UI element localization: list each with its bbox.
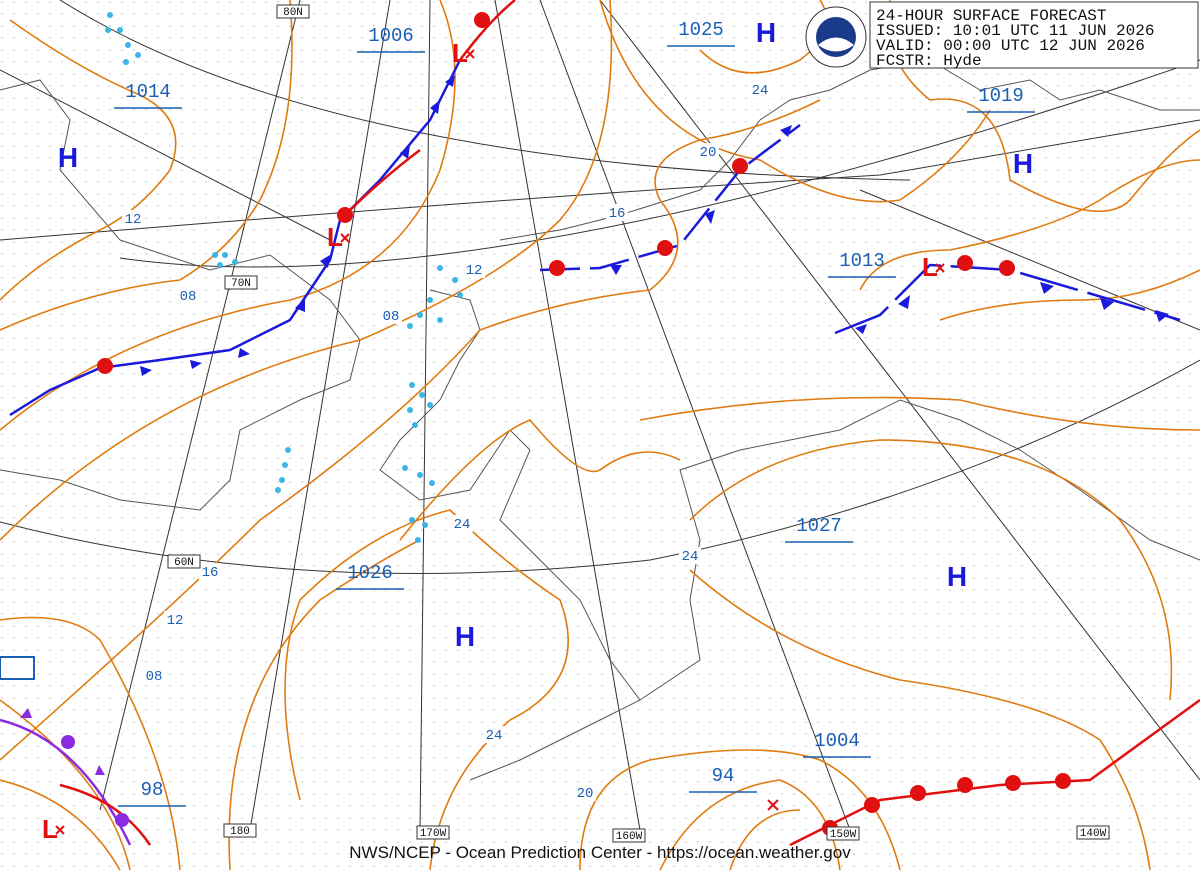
pressure-label: 1006 xyxy=(368,25,414,47)
low-center: L xyxy=(922,252,938,282)
pressure-label: 1019 xyxy=(978,85,1024,107)
low-center: L xyxy=(327,222,343,252)
header-line: 24-HOUR SURFACE FORECAST xyxy=(876,7,1106,25)
grid-label: 160W xyxy=(616,831,643,843)
low-center: L xyxy=(42,814,58,844)
header-line: FCSTR: Hyde xyxy=(876,52,982,70)
pressure-label: 1026 xyxy=(347,562,393,584)
precip-dots xyxy=(105,12,463,543)
isobar-label-bg xyxy=(606,204,628,221)
grid-label: 80N xyxy=(283,7,303,19)
grid-label: 60N xyxy=(174,557,194,569)
isobar-label-bg xyxy=(574,784,596,801)
grid-label-bg xyxy=(223,823,257,838)
isobar-label: 08 xyxy=(383,309,400,325)
low-cross xyxy=(935,263,945,273)
high-center: H xyxy=(58,142,78,173)
high-center: H xyxy=(455,621,475,652)
isobar-label-bg xyxy=(143,667,165,684)
grid-label-bg xyxy=(224,275,258,290)
footer: NWS/NCEP - Ocean Prediction Center - htt… xyxy=(349,843,851,862)
isobar-label-bg xyxy=(697,143,719,160)
pressure-label: 1025 xyxy=(678,19,724,41)
grid-label: 140W xyxy=(1080,828,1107,840)
grid-label: 70N xyxy=(231,278,251,290)
pressure-label: 1027 xyxy=(796,515,842,537)
isobar-label: 08 xyxy=(180,289,197,305)
low-cross xyxy=(55,825,65,835)
isobar-label: 16 xyxy=(609,206,626,222)
low-cross xyxy=(465,49,475,59)
isobar-label-bg xyxy=(199,563,221,580)
grid-label: 180 xyxy=(230,826,250,838)
grid-label-bg xyxy=(167,554,201,569)
grid-label-bg xyxy=(612,828,646,843)
isobar-label: 12 xyxy=(125,212,142,228)
label-box xyxy=(0,656,35,680)
isobar-label-bg xyxy=(483,726,505,743)
isobar-label: 24 xyxy=(682,549,699,565)
isobar-label-bg xyxy=(164,611,186,628)
isobar-label-bg xyxy=(451,515,473,532)
isobar-label-bg xyxy=(749,81,771,98)
header-line: ISSUED: 10:01 UTC 11 JUN 2026 xyxy=(876,22,1154,40)
grid-label-bg xyxy=(826,826,860,841)
grid-label-bg xyxy=(1076,825,1110,840)
isobar-label: 12 xyxy=(466,263,483,279)
isobar-label: 24 xyxy=(486,728,503,744)
grid-label: 150W xyxy=(830,829,857,841)
isobar-label: 24 xyxy=(454,517,471,533)
isobar-label: 12 xyxy=(167,613,184,629)
pressure-label: 94 xyxy=(712,765,735,787)
grid-label-bg xyxy=(416,825,450,840)
isobar-label: 20 xyxy=(700,145,717,161)
high-center: H xyxy=(1013,148,1033,179)
isobar-label-bg xyxy=(177,287,199,304)
isobar-label-bg xyxy=(463,261,485,278)
low-cross xyxy=(340,233,350,243)
grid-label-bg xyxy=(276,4,310,19)
high-center: H xyxy=(947,561,967,592)
isobar-label: 24 xyxy=(752,83,769,99)
isobar-label: 20 xyxy=(577,786,594,802)
high-center: H xyxy=(756,17,776,48)
isobar-label: 08 xyxy=(146,669,163,685)
pressure-label: 98 xyxy=(141,779,164,801)
header-line: VALID: 00:00 UTC 12 JUN 2026 xyxy=(876,37,1145,55)
isobar-label-bg xyxy=(380,307,402,324)
isobar-label: 16 xyxy=(202,565,219,581)
noaa-logo xyxy=(805,6,867,68)
pressure-label: 1013 xyxy=(839,250,885,272)
header-box xyxy=(869,1,1199,69)
isobar-label-bg xyxy=(122,210,144,227)
pressure-label: 1004 xyxy=(814,730,860,752)
grid-label: 170W xyxy=(420,828,447,840)
pressure-label: 1014 xyxy=(125,81,171,103)
isobar-label-bg xyxy=(679,547,701,564)
low-center: L xyxy=(452,38,468,68)
